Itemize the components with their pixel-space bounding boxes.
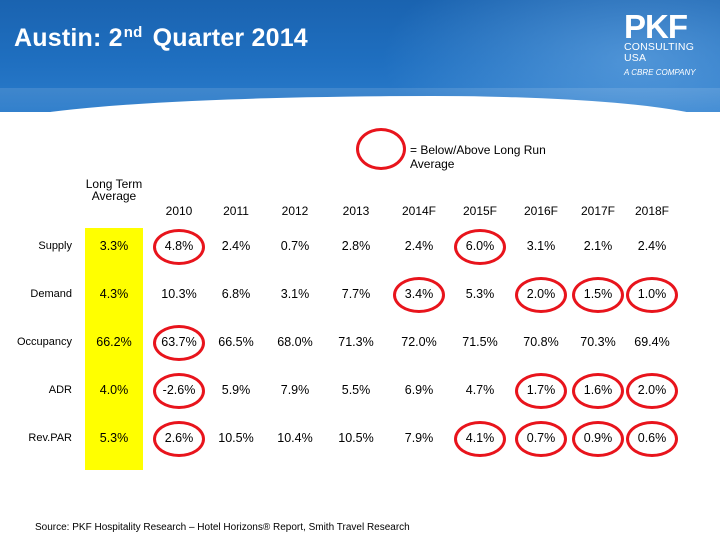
table-cell: 6.0% [465, 239, 495, 253]
table-cell: 2.4% [404, 239, 434, 253]
column-header: 2011 [223, 204, 249, 218]
highlight-ring-icon [626, 277, 678, 313]
table-cell: 7.9% [404, 431, 434, 445]
table-cell: 66.5% [218, 335, 254, 349]
highlight-ring-icon [393, 277, 445, 313]
table-cell: 70.3% [580, 335, 616, 349]
table-cell: 71.3% [338, 335, 374, 349]
highlight-ring-icon [515, 277, 567, 313]
table-cell: 1.6% [583, 383, 613, 397]
table-cell: 69.4% [634, 335, 670, 349]
table-cell: 3.3% [99, 239, 129, 253]
highlight-ring-icon [153, 373, 205, 409]
table-cell: 2.6% [164, 431, 194, 445]
source-note: Source: PKF Hospitality Research – Hotel… [35, 522, 410, 533]
table-cell: 71.5% [462, 335, 498, 349]
highlight-ring-icon [454, 229, 506, 265]
table-cell: 5.9% [221, 383, 251, 397]
highlight-ring-icon [153, 325, 205, 361]
table-cell: 7.7% [341, 287, 371, 301]
highlight-ring-icon [515, 421, 567, 457]
column-header: 2015F [462, 204, 498, 218]
title-part-2: Quarter 2014 [152, 24, 308, 52]
table-cell: 6.8% [221, 287, 251, 301]
table-cell: 0.9% [583, 431, 613, 445]
highlight-ring-icon [153, 229, 205, 265]
column-header: 2016F [523, 204, 559, 218]
table-cell: 4.0% [99, 383, 129, 397]
row-label-demand: Demand [30, 288, 72, 300]
logo-tagline: A CBRE COMPANY [624, 68, 696, 77]
column-header: 2013 [342, 204, 370, 218]
table-cell: 1.0% [637, 287, 667, 301]
logo-line-consulting: CONSULTING [624, 41, 695, 53]
table-cell: 4.8% [164, 239, 194, 253]
pkf-logo: PKF CONSULTING USA A CBRE COMPANY [624, 8, 716, 78]
table-cell: 10.3% [161, 287, 197, 301]
table-cell: 7.9% [280, 383, 310, 397]
table-cell: 0.6% [637, 431, 667, 445]
long-term-average-highlight [85, 228, 143, 470]
table-cell: 2.1% [583, 239, 613, 253]
column-header: Long Term Average [85, 177, 143, 203]
highlight-ring-icon [572, 277, 624, 313]
page-title: Austin: 2nd Quarter 2014 [14, 24, 308, 53]
title-banner [0, 0, 720, 112]
table-cell: 5.5% [341, 383, 371, 397]
table-cell: 68.0% [277, 335, 313, 349]
column-header: 2012 [281, 204, 309, 218]
logo-wordmark: PKF [624, 8, 688, 45]
table-cell: 4.1% [465, 431, 495, 445]
table-cell: 3.1% [526, 239, 556, 253]
highlight-ring-icon [454, 421, 506, 457]
table-cell: 2.0% [526, 287, 556, 301]
table-cell: 70.8% [523, 335, 559, 349]
table-cell: 6.9% [404, 383, 434, 397]
table-cell: 10.4% [277, 431, 313, 445]
table-cell: 3.4% [404, 287, 434, 301]
table-cell: 2.8% [341, 239, 371, 253]
banner-glow [380, 0, 720, 112]
table-cell: 0.7% [280, 239, 310, 253]
column-header: 2018F [634, 204, 670, 218]
table-cell: 2.0% [637, 383, 667, 397]
table-cell: -2.6% [162, 383, 196, 397]
table-cell: 10.5% [338, 431, 374, 445]
highlight-ring-icon [515, 373, 567, 409]
title-part-1: Austin: 2 [14, 24, 123, 52]
table-cell: 2.4% [637, 239, 667, 253]
column-header: 2010 [165, 204, 193, 218]
title-superscript: nd [123, 24, 143, 41]
row-label-revpar: Rev.PAR [28, 432, 72, 444]
table-cell: 10.5% [218, 431, 254, 445]
table-cell: 1.7% [526, 383, 556, 397]
row-label-adr: ADR [48, 384, 72, 396]
table-cell: 5.3% [99, 431, 129, 445]
table-cell: 5.3% [465, 287, 495, 301]
row-label-supply: Supply [38, 240, 72, 252]
highlight-ring-icon [572, 373, 624, 409]
table-cell: 2.4% [221, 239, 251, 253]
legend-text: = Below/Above Long Run Average [410, 143, 546, 171]
row-label-occupancy: Occupancy [16, 336, 72, 348]
table-cell: 66.2% [96, 335, 132, 349]
column-header: 2017F [580, 204, 616, 218]
table-cell: 4.7% [465, 383, 495, 397]
table-cell: 0.7% [526, 431, 556, 445]
highlight-ring-icon [153, 421, 205, 457]
column-header: 2014F [401, 204, 437, 218]
table-cell: 63.7% [161, 335, 197, 349]
highlight-ring-icon [626, 373, 678, 409]
legend-ring-icon [356, 128, 406, 170]
table-cell: 72.0% [401, 335, 437, 349]
highlight-ring-icon [572, 421, 624, 457]
logo-line-usa: USA [624, 52, 647, 64]
highlight-ring-icon [626, 421, 678, 457]
table-cell: 4.3% [99, 287, 129, 301]
table-cell: 1.5% [583, 287, 613, 301]
table-cell: 3.1% [280, 287, 310, 301]
